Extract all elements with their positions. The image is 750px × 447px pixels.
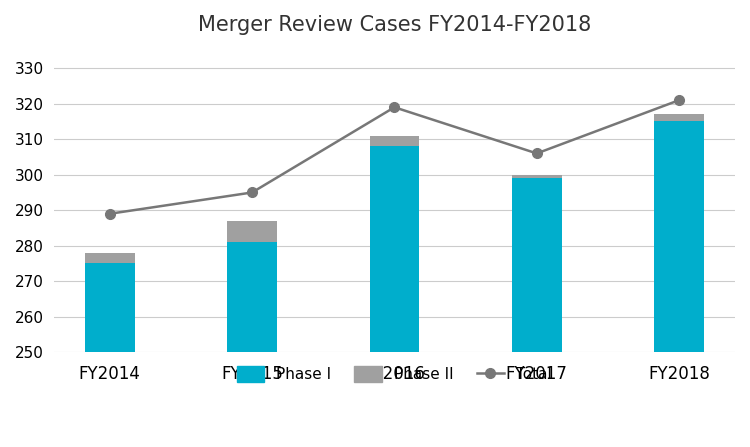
Bar [512, 175, 562, 178]
Bar [654, 122, 704, 352]
Title: Merger Review Cases FY2014-FY2018: Merger Review Cases FY2014-FY2018 [198, 15, 591, 35]
Bar [654, 114, 704, 122]
Bar [227, 221, 277, 242]
Bar [85, 263, 135, 352]
Bar [512, 178, 562, 352]
Bar [85, 253, 135, 263]
Bar [227, 242, 277, 352]
Bar [370, 135, 419, 146]
Bar [370, 146, 419, 352]
Legend: Phase I, Phase II, Total: Phase I, Phase II, Total [229, 358, 560, 390]
